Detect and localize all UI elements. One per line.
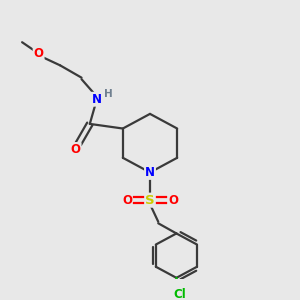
Text: O: O	[122, 194, 132, 207]
Text: O: O	[168, 194, 178, 207]
Text: O: O	[70, 143, 81, 156]
Text: O: O	[34, 47, 44, 60]
Text: S: S	[145, 194, 155, 207]
Text: N: N	[92, 93, 101, 106]
Text: Cl: Cl	[173, 288, 186, 300]
Text: N: N	[145, 166, 155, 179]
Text: H: H	[103, 89, 112, 99]
